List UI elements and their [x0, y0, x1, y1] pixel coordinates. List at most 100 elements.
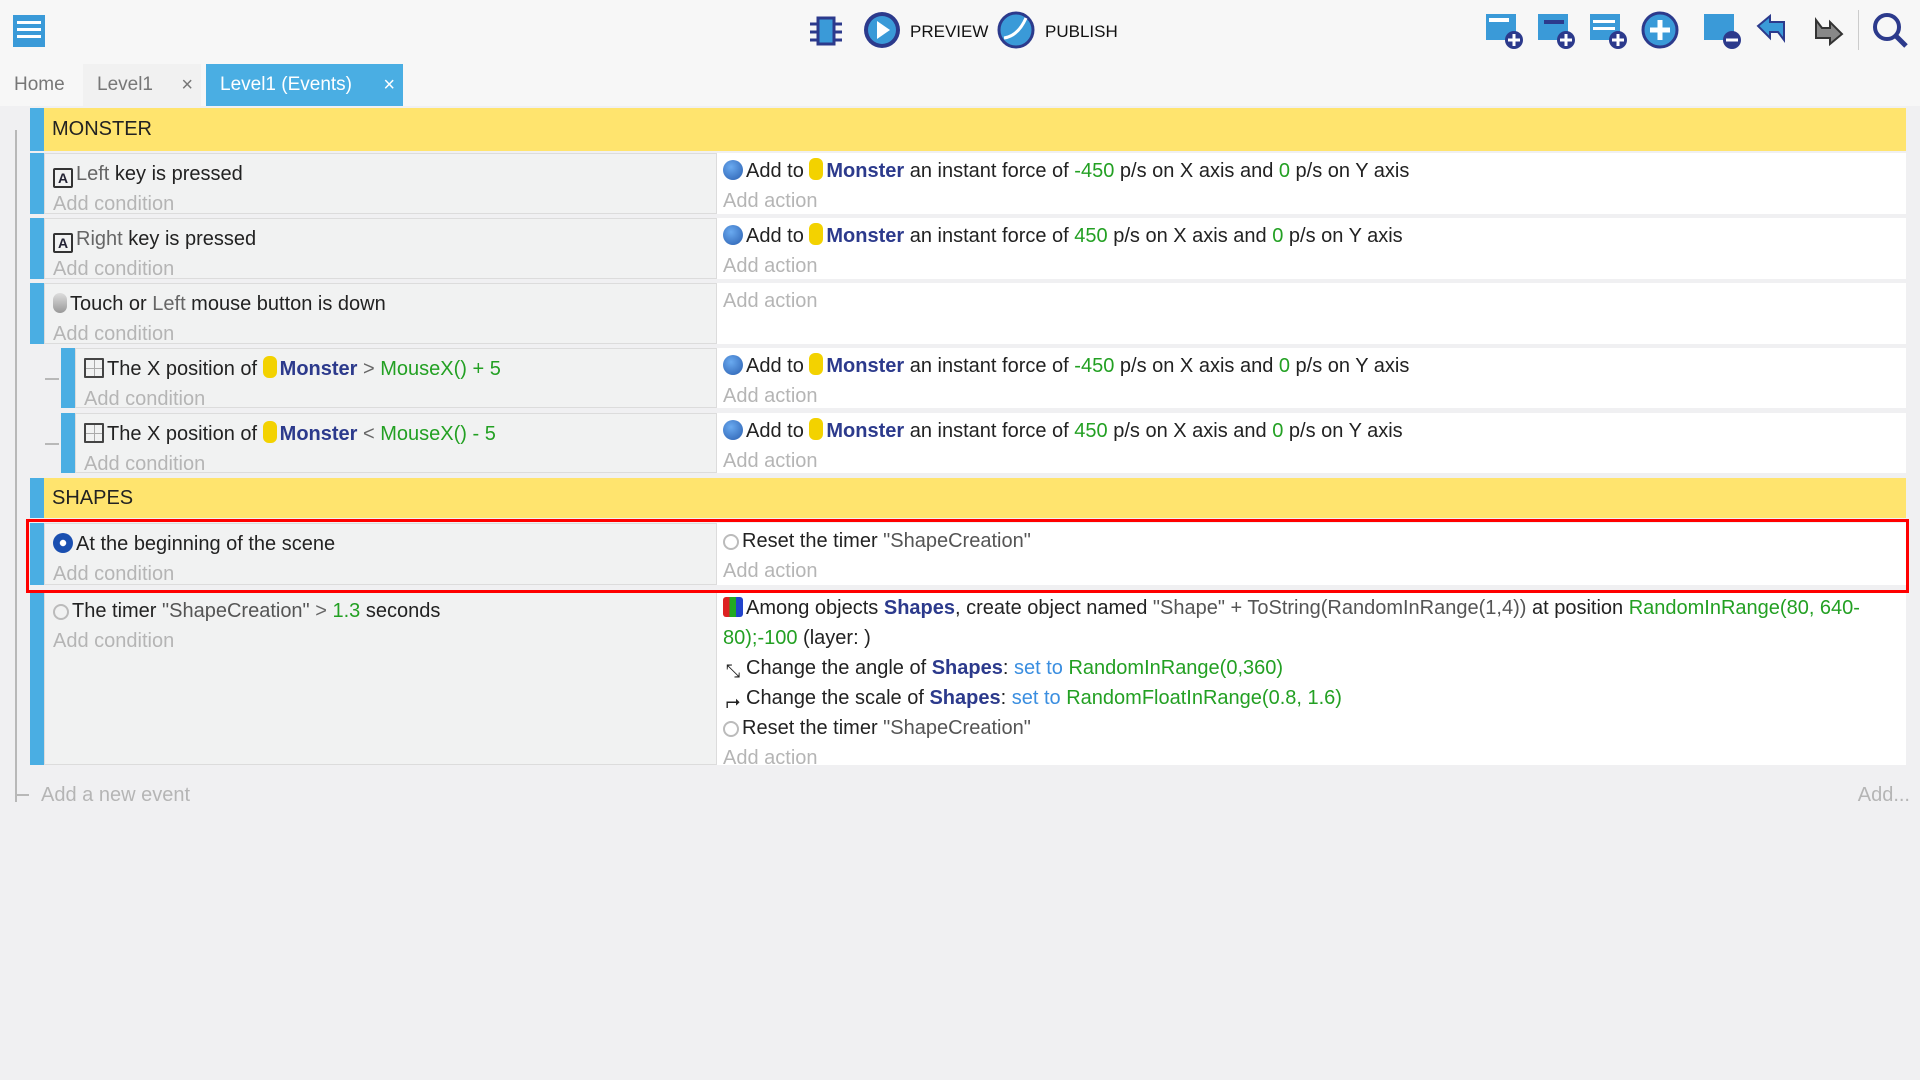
event-drag-handle[interactable]: [30, 218, 44, 279]
action[interactable]: ⤡ Change the angle of Shapes: set to Rand…: [723, 653, 1906, 683]
actions-column: Add to Monster an instant force of -450 …: [717, 153, 1906, 214]
condition[interactable]: At the beginning of the scene: [53, 529, 716, 559]
delete-event-icon[interactable]: [1702, 10, 1742, 50]
text-segment: p/s on Y axis: [1290, 160, 1410, 182]
condition[interactable]: A Right key is pressed: [53, 224, 716, 254]
text-segment: p/s on X axis and: [1114, 160, 1279, 182]
action[interactable]: Reset the timer "ShapeCreation": [723, 526, 1906, 556]
search-icon[interactable]: [1870, 10, 1910, 50]
action[interactable]: Add to Monster an instant force of 450 p…: [723, 416, 1906, 446]
condition[interactable]: The X position of Monster > MouseX() + 5: [84, 354, 716, 384]
add-comment-icon[interactable]: [1588, 10, 1628, 50]
add-action-link[interactable]: Add action: [723, 560, 818, 582]
group-shapes[interactable]: SHAPES: [30, 478, 1906, 518]
text-segment: The timer: [72, 600, 163, 622]
add-new-event-link[interactable]: Add a new event: [41, 784, 190, 806]
event-drag-handle[interactable]: [30, 283, 44, 344]
action[interactable]: Add to Monster an instant force of 450 p…: [723, 221, 1906, 251]
add-action-link[interactable]: Add action: [723, 450, 818, 472]
add-more-link[interactable]: Add...: [1857, 784, 1910, 806]
event-drag-handle[interactable]: [30, 153, 44, 214]
event-drag-handle[interactable]: [61, 413, 75, 473]
preview-button[interactable]: [862, 10, 902, 50]
text-segment: "ShapeCreation": [162, 600, 310, 622]
add-more-icon[interactable]: [1640, 10, 1680, 50]
event-drag-handle[interactable]: [30, 523, 44, 585]
text-segment: Touch or: [70, 293, 153, 315]
mon-icon: [262, 356, 277, 378]
events-sheet: MONSTER SHAPES A Left key is pressed Add c…: [0, 106, 1920, 1080]
scale-icon: ⮣: [725, 691, 741, 711]
force-icon: [723, 225, 743, 245]
group-title: MONSTER: [52, 118, 152, 140]
event-drag-handle[interactable]: [30, 590, 44, 765]
redo-icon[interactable]: [1806, 10, 1846, 50]
add-condition-link[interactable]: Add condition: [84, 388, 206, 410]
action[interactable]: Add to Monster an instant force of -450 …: [723, 351, 1906, 381]
condition[interactable]: The timer "ShapeCreation" > 1.3 seconds: [53, 596, 716, 626]
publish-label[interactable]: PUBLISH: [1045, 22, 1118, 41]
text-segment: an instant: [904, 225, 1003, 247]
tab-level1-events[interactable]: Level1 (Events) ×: [206, 64, 403, 106]
expression: -450: [1074, 355, 1115, 377]
expression: 0: [1272, 225, 1284, 247]
event-row: The X position of Monster > MouseX() + 5…: [61, 348, 1906, 410]
event-row: A Left key is pressed Add condition Add to …: [30, 153, 1906, 215]
start-icon: [53, 533, 73, 553]
event-drag-handle[interactable]: [61, 348, 75, 408]
action[interactable]: ⮣ Change the scale of Shapes: set to Rand…: [723, 683, 1906, 713]
tab-level1[interactable]: Level1 ×: [83, 64, 201, 106]
create-icon: [723, 597, 743, 617]
actions-column: Reset the timer "ShapeCreation" Add actio…: [717, 523, 1906, 585]
event-row: At the beginning of the scene Add conditi…: [30, 523, 1906, 585]
tab-home[interactable]: Home: [0, 64, 80, 106]
object-name: Monster: [826, 420, 905, 442]
condition[interactable]: The X position of Monster < MouseX() - 5: [84, 419, 716, 449]
add-event-icon[interactable]: [1484, 10, 1524, 50]
group-monster[interactable]: MONSTER: [30, 108, 1906, 151]
action[interactable]: Among objects Shapes, create object name…: [723, 593, 1906, 653]
text-segment: >: [357, 358, 381, 380]
undo-icon[interactable]: [1754, 10, 1794, 50]
mouse-icon: [53, 293, 67, 313]
text-segment: an instant: [904, 420, 1003, 442]
tree-line: [15, 130, 17, 802]
publish-button[interactable]: [996, 10, 1036, 50]
close-icon[interactable]: ×: [181, 73, 193, 96]
condition[interactable]: A Left key is pressed: [53, 159, 716, 189]
add-action-link[interactable]: Add action: [723, 190, 818, 212]
project-manager-icon[interactable]: [10, 10, 50, 50]
expression: MouseX() + 5: [380, 358, 501, 380]
add-subevent-icon[interactable]: [1536, 10, 1576, 50]
preview-label[interactable]: PREVIEW: [910, 22, 989, 41]
add-condition-link[interactable]: Add condition: [53, 258, 175, 280]
actions-column: Among objects Shapes, create object name…: [717, 590, 1906, 769]
add-action-link[interactable]: Add action: [723, 385, 818, 407]
action[interactable]: Add to Monster an instant force of -450 …: [723, 156, 1906, 186]
tree-line: [15, 794, 29, 796]
event-row: The timer "ShapeCreation" > 1.3 seconds A…: [30, 590, 1906, 769]
add-condition-link[interactable]: Add condition: [84, 453, 206, 475]
text-segment: Among objects: [746, 597, 884, 619]
add-action-link[interactable]: Add action: [723, 255, 818, 277]
condition[interactable]: Touch or Left mouse button is down: [53, 289, 716, 319]
text-segment: Add to: [746, 225, 810, 247]
add-condition-link[interactable]: Add condition: [53, 323, 175, 345]
close-icon[interactable]: ×: [383, 73, 395, 96]
add-condition-link[interactable]: Add condition: [53, 563, 175, 585]
text-segment: at position: [1526, 597, 1629, 619]
action[interactable]: Reset the timer "ShapeCreation": [723, 713, 1906, 743]
text-segment: The X position of: [107, 423, 263, 445]
text-segment: Add to: [746, 420, 810, 442]
add-action-link[interactable]: Add action: [723, 747, 818, 769]
expression: 450: [1074, 225, 1108, 247]
expression: -450: [1074, 160, 1115, 182]
text-segment: "ShapeCreation": [883, 530, 1031, 552]
toolbar: PREVIEW PUBLISH: [0, 0, 1920, 64]
add-condition-link[interactable]: Add condition: [53, 193, 175, 215]
add-condition-link[interactable]: Add condition: [53, 630, 175, 652]
add-action-link[interactable]: Add action: [723, 290, 818, 312]
debugger-icon[interactable]: [806, 10, 846, 50]
pos-icon: [84, 358, 104, 378]
tree-line: [45, 443, 59, 445]
